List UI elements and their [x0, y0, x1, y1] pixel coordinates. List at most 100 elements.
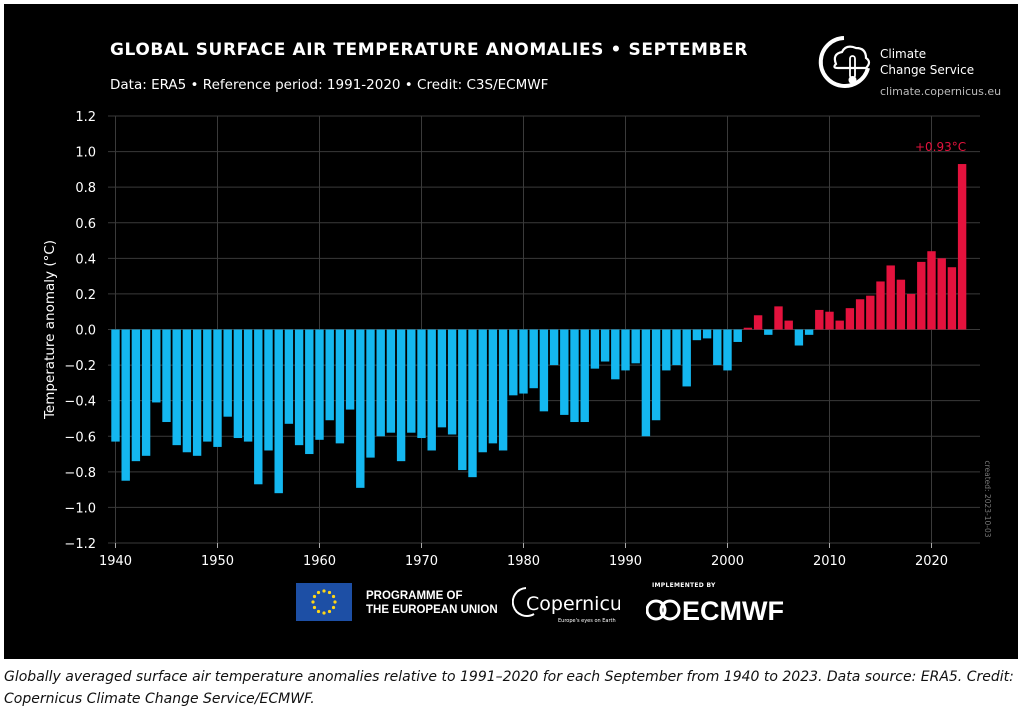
x-tick-label: 2020	[915, 554, 948, 569]
bar	[203, 329, 212, 442]
copernicus-logo: Copernicus Europe's eyes on Earth	[512, 587, 620, 624]
created-date-note: created: 2023-10-03	[983, 460, 992, 537]
ecmwf-wordmark: ECMWF	[682, 596, 784, 626]
c3s-url: climate.copernicus.eu	[880, 85, 1002, 98]
c3s-name-line2: Change Service	[880, 63, 975, 77]
eu-star	[331, 594, 336, 599]
bar	[600, 329, 610, 362]
eu-star	[312, 605, 317, 610]
chart-subtitle: Data: ERA5 • Reference period: 1991-2020…	[110, 77, 549, 93]
bar	[396, 329, 406, 462]
bar	[325, 329, 334, 421]
bar	[713, 329, 722, 366]
bar	[274, 329, 283, 494]
y-tick-label: −1.0	[64, 501, 96, 516]
bar	[264, 329, 273, 451]
bar	[672, 329, 681, 366]
eu-star	[333, 600, 337, 604]
bar	[488, 329, 498, 444]
x-tick-label: 1940	[99, 554, 132, 569]
bar	[121, 329, 130, 481]
eu-star	[316, 590, 321, 595]
bar	[631, 329, 640, 364]
bar	[733, 329, 742, 342]
x-tick-label: 1960	[303, 554, 336, 569]
y-tick-label: −0.4	[64, 395, 96, 410]
bar	[906, 293, 916, 330]
bar	[213, 329, 222, 447]
y-tick-label: 1.2	[75, 110, 96, 125]
x-tick-label: 1950	[201, 554, 234, 569]
eu-star	[312, 594, 317, 599]
bar	[498, 329, 508, 451]
y-tick-label: 0.4	[75, 252, 96, 267]
copernicus-wordmark: Copernicus	[526, 593, 620, 615]
chart-title: GLOBAL SURFACE AIR TEMPERATURE ANOMALIES…	[110, 40, 749, 60]
bar	[141, 329, 151, 456]
x-tick-label: 1980	[507, 554, 540, 569]
x-tick-label: 2010	[813, 554, 846, 569]
eu-star	[316, 609, 321, 614]
bar-chart: 1.2 1.0 0.8 0.6 0.4 0.2 0.0 −0.2 −0.4 −0.6 −0.8 −1.…	[42, 110, 992, 569]
figure-caption: Globally averaged surface air temperatur…	[4, 669, 1014, 707]
eu-star	[322, 589, 326, 593]
last-value-annotation: +0.93°C	[915, 140, 966, 154]
bar	[162, 329, 171, 423]
eu-line1: PROGRAMME OF	[366, 590, 463, 602]
bar	[131, 329, 141, 462]
bar	[223, 329, 232, 417]
y-tick-label: 0.8	[75, 181, 96, 196]
y-tick-label: 0.6	[75, 217, 96, 232]
bar	[478, 329, 487, 453]
bar	[111, 329, 120, 442]
y-tick-label: −0.2	[64, 359, 96, 374]
bar	[621, 329, 630, 371]
bar	[641, 329, 651, 437]
bar	[702, 329, 712, 339]
bar	[937, 258, 946, 330]
bar	[458, 329, 467, 471]
c3s-name: Climate Change Service	[880, 46, 974, 78]
bar	[243, 329, 253, 442]
bar	[560, 329, 569, 415]
bar	[764, 329, 773, 335]
climate-change-service-logo	[818, 36, 871, 88]
bar	[927, 251, 936, 330]
eu-flag-icon	[296, 583, 352, 621]
bar	[294, 329, 304, 446]
bar	[957, 164, 967, 330]
c3s-name-line1: Climate	[880, 47, 927, 61]
bar	[192, 329, 202, 456]
bar	[509, 329, 518, 396]
y-axis-label: Temperature anomaly (°C)	[42, 240, 58, 420]
eu-programme-label: PROGRAMME OF THE EUROPEAN UNION	[366, 589, 498, 617]
bar	[376, 329, 385, 437]
bar	[172, 329, 181, 446]
bar	[284, 329, 294, 424]
bar	[794, 329, 804, 346]
bar	[152, 329, 161, 403]
bar	[682, 329, 691, 387]
copernicus-tagline: Europe's eyes on Earth	[558, 618, 616, 624]
eu-line2: THE EUROPEAN UNION	[366, 604, 498, 616]
bar	[468, 329, 477, 478]
bar	[774, 306, 783, 330]
bar	[896, 279, 906, 330]
bar	[233, 329, 243, 439]
y-tick-label: 0.2	[75, 288, 96, 303]
bar	[305, 329, 314, 455]
eu-star	[331, 605, 336, 610]
bar	[366, 329, 375, 458]
bar	[386, 329, 396, 433]
x-tick-label: 1970	[405, 554, 438, 569]
y-tick-label: −1.2	[64, 537, 96, 552]
bar	[947, 267, 957, 330]
bar	[651, 329, 661, 421]
bar	[917, 261, 926, 330]
eu-star	[322, 611, 326, 615]
bar	[427, 329, 436, 451]
bar	[254, 329, 263, 485]
y-tick-label: −0.6	[64, 430, 96, 445]
ecmwf-implemented-label: IMPLEMENTED BY	[652, 582, 716, 589]
bar	[611, 329, 620, 380]
